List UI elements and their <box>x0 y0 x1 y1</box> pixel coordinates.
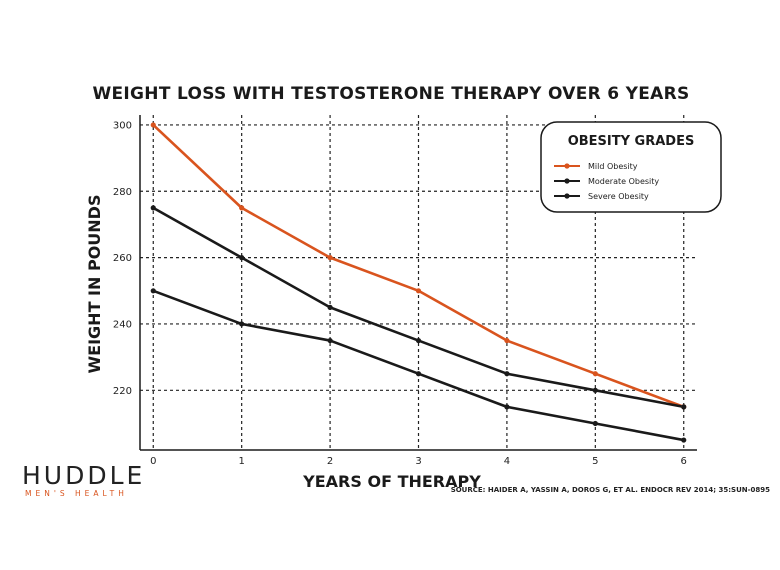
data-point <box>327 304 333 310</box>
x-tick-label: 2 <box>327 456 333 467</box>
x-axis-title: YEARS OF THERAPY <box>302 472 481 491</box>
data-point <box>327 337 333 344</box>
y-tick-label: 240 <box>113 319 132 330</box>
legend: OBESITY GRADES Mild Obesity Moderate Obes… <box>540 121 722 213</box>
legend-frame <box>540 121 722 213</box>
data-point <box>415 337 422 344</box>
data-point <box>592 420 598 427</box>
brand-logo: HUDDLE MEN'S HEALTH <box>22 461 145 498</box>
data-point <box>239 205 245 211</box>
legend-swatch-marker <box>564 178 570 184</box>
x-tick-label: 1 <box>238 456 244 467</box>
data-point <box>239 321 245 327</box>
legend-label: Mild Obesity <box>588 162 638 171</box>
x-tick-label: 0 <box>150 456 156 467</box>
x-tick-labels: 0 1 2 3 4 5 6 <box>150 456 687 467</box>
legend-title: OBESITY GRADES <box>568 134 695 149</box>
data-point <box>327 255 333 261</box>
series-lines <box>150 122 687 443</box>
chart-title: WEIGHT LOSS WITH TESTOSTERONE THERAPY OV… <box>92 84 689 104</box>
y-tick-labels: 220 240 260 280 300 <box>113 120 132 396</box>
brand-tagline: MEN'S HEALTH <box>25 489 128 498</box>
data-point <box>415 288 422 294</box>
y-axis-title: WEIGHT IN POUNDS <box>85 195 104 374</box>
y-tick-label: 260 <box>113 253 132 264</box>
data-point <box>681 404 687 410</box>
x-tick-label: 5 <box>592 456 598 467</box>
x-tick-label: 4 <box>504 456 510 467</box>
data-point <box>239 255 245 261</box>
legend-swatch-marker <box>564 163 570 169</box>
y-tick-label: 220 <box>113 386 132 397</box>
x-tick-label: 3 <box>415 456 421 467</box>
data-point <box>150 288 156 294</box>
source-citation: SOURCE: HAIDER A, YASSIN A, DOROS G, ET … <box>451 486 770 494</box>
legend-items: Mild Obesity Moderate Obesity Severe Obesi… <box>554 162 659 201</box>
brand-name: HUDDLE <box>22 461 145 490</box>
data-point <box>150 122 156 128</box>
data-point <box>415 371 422 377</box>
data-point <box>504 371 510 377</box>
data-point <box>592 371 598 377</box>
x-tick-label: 6 <box>681 456 687 467</box>
legend-swatch-marker <box>564 193 570 199</box>
data-point <box>681 437 687 443</box>
y-tick-label: 280 <box>113 187 132 198</box>
legend-label: Moderate Obesity <box>588 177 659 186</box>
y-tick-label: 300 <box>113 120 132 131</box>
data-point <box>592 387 598 393</box>
legend-label: Severe Obesity <box>588 192 649 201</box>
data-point <box>150 205 156 211</box>
data-point <box>504 404 510 410</box>
data-point <box>504 337 510 344</box>
